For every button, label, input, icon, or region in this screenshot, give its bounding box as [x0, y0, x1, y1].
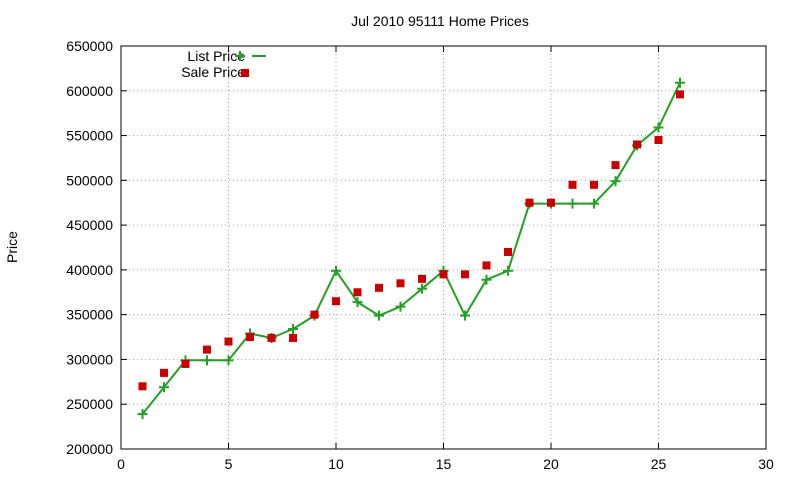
data-point	[439, 270, 448, 279]
x-tick-label: 20	[543, 456, 559, 472]
data-point	[525, 198, 534, 207]
data-point	[653, 122, 664, 133]
data-point	[461, 270, 469, 279]
y-tick-label: 300000	[66, 351, 113, 367]
x-tick-label: 15	[436, 456, 452, 472]
data-point	[504, 247, 512, 256]
y-tick-label: 250000	[66, 396, 113, 412]
data-point	[395, 301, 406, 312]
data-point	[159, 382, 169, 393]
data-point	[202, 355, 212, 366]
y-tick-label: 550000	[66, 128, 113, 144]
data-point	[267, 333, 276, 342]
data-point	[482, 261, 491, 270]
data-point	[460, 310, 470, 321]
data-point	[675, 77, 685, 88]
data-point	[633, 140, 641, 149]
y-tick-label: 350000	[66, 307, 113, 323]
data-point	[288, 323, 298, 334]
series-list-price	[137, 77, 685, 420]
data-point	[610, 176, 621, 187]
data-point	[289, 333, 297, 342]
data-point	[481, 274, 492, 285]
legend-swatch-marker	[241, 69, 249, 77]
y-tick-label: 450000	[66, 217, 113, 233]
x-tick-label: 30	[758, 456, 774, 472]
data-point	[590, 180, 598, 189]
data-point	[547, 198, 555, 207]
y-tick-label: 500000	[66, 172, 113, 188]
data-point	[503, 265, 513, 276]
plot-border	[120, 45, 767, 450]
x-tick-label: 0	[117, 456, 125, 472]
data-point	[396, 279, 405, 288]
data-point	[375, 283, 383, 292]
legend-swatch-marker	[235, 51, 245, 61]
data-point	[310, 310, 319, 319]
y-tick-label: 400000	[66, 262, 113, 278]
legend-label: List Price	[187, 48, 245, 64]
data-point	[418, 274, 426, 283]
x-tick-label: 10	[328, 456, 344, 472]
data-point	[374, 310, 384, 321]
data-point	[417, 283, 427, 294]
data-point	[611, 161, 620, 170]
x-tick-label: 5	[225, 456, 233, 472]
data-point	[352, 297, 363, 308]
data-point	[246, 333, 254, 342]
data-point	[160, 368, 168, 377]
axis-ticks: 200000 250000 300000 350000 400000 450000 5000…	[66, 38, 774, 472]
data-point	[223, 355, 234, 366]
data-point	[332, 297, 340, 306]
data-point	[331, 265, 341, 276]
data-point	[654, 136, 663, 145]
data-point	[137, 409, 148, 420]
series-sale-price	[138, 90, 684, 391]
data-point	[224, 337, 233, 346]
chart-title: Jul 2010 95111 Home Prices	[351, 13, 529, 29]
y-tick-label: 600000	[66, 83, 113, 99]
series-line	[141, 82, 681, 415]
data-point	[589, 198, 599, 209]
data-point	[568, 180, 577, 189]
data-point	[138, 382, 147, 391]
data-point	[353, 288, 362, 297]
y-tick-label: 200000	[66, 441, 113, 457]
x-tick-label: 25	[651, 456, 667, 472]
data-point	[676, 90, 684, 99]
data-point	[567, 198, 578, 209]
series-layer	[137, 77, 685, 420]
data-point	[181, 359, 190, 368]
y-axis-label: Price	[4, 231, 20, 263]
legend-label: Sale Price	[181, 64, 245, 80]
y-tick-label: 650000	[66, 38, 113, 54]
data-point	[203, 345, 211, 354]
